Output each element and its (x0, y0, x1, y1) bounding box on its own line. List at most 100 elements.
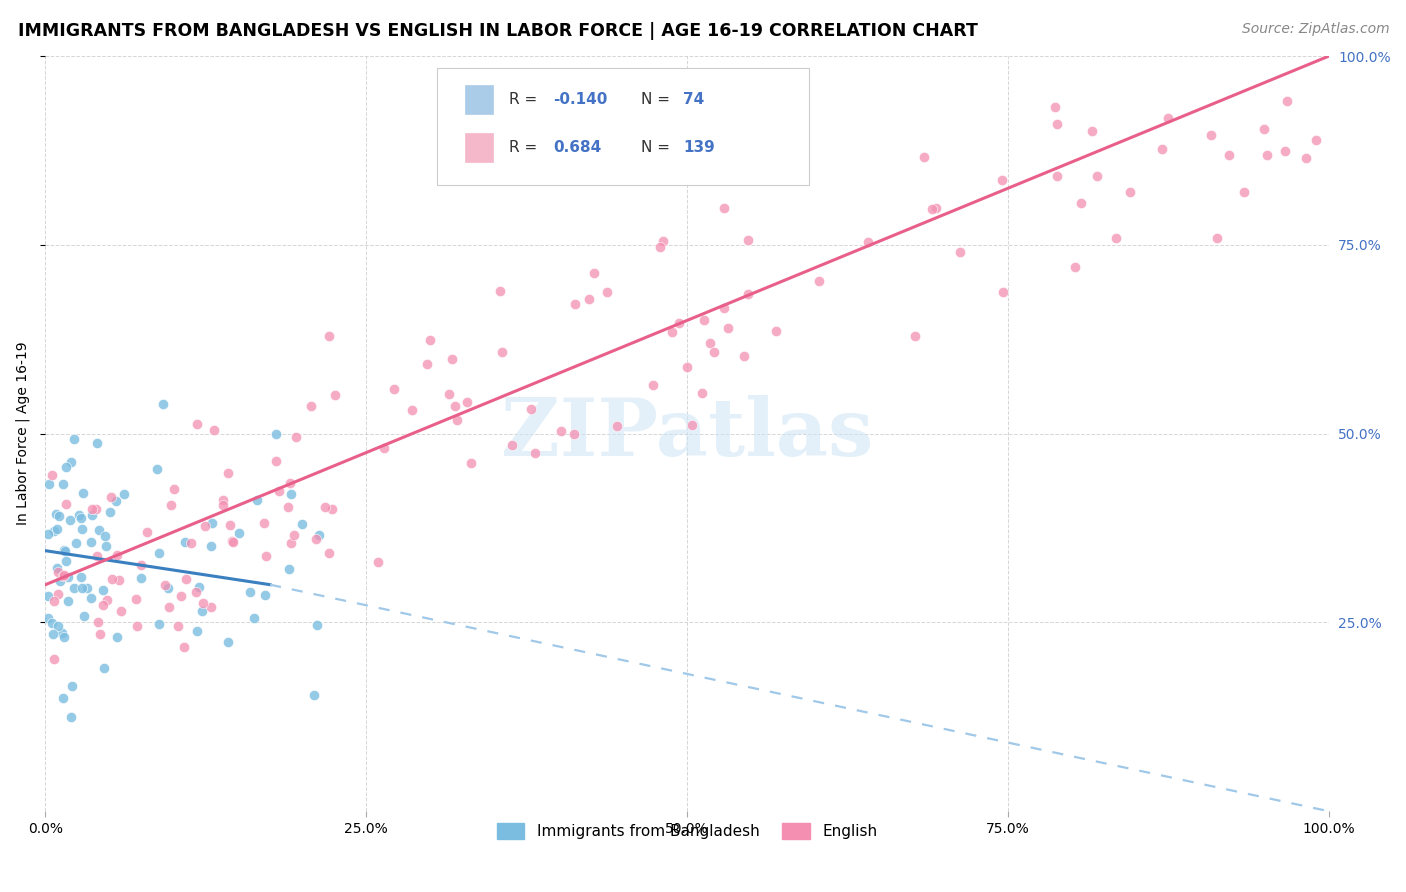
Bar (465, 85, 494, 114)
Point (1243, 34, 1265, 48)
Point (146, 461, 169, 475)
Point (186, 417, 208, 431)
Point (488, 284, 510, 298)
Point (76, 581, 98, 595)
Point (94, 529, 117, 543)
Point (174, 572, 197, 586)
Point (89, 627, 111, 641)
Point (155, 578, 177, 592)
Point (80, 535, 103, 549)
Point (86, 436, 108, 450)
Point (401, 402, 423, 417)
Point (45, 561, 67, 575)
Point (191, 604, 214, 618)
Point (127, 619, 149, 633)
Point (267, 484, 290, 499)
Point (1105, 230, 1128, 244)
Point (98, 505, 121, 519)
Point (186, 624, 208, 638)
Legend: Immigrants from Bangladesh, English: Immigrants from Bangladesh, English (491, 817, 883, 845)
Point (242, 611, 264, 625)
Point (1274, 144, 1296, 158)
Point (201, 516, 224, 530)
Point (45, 508, 67, 522)
Point (148, 617, 170, 632)
Point (254, 549, 277, 563)
Point (1271, 34, 1294, 48)
Point (446, 413, 468, 427)
Point (491, 345, 513, 359)
Text: 139: 139 (683, 140, 716, 155)
Point (55, 554, 77, 568)
Point (107, 573, 129, 587)
Point (382, 382, 405, 396)
Point (1098, 34, 1121, 48)
Point (188, 581, 211, 595)
Text: R =: R = (509, 140, 541, 155)
Point (606, 419, 628, 434)
Point (62, 581, 84, 595)
Point (562, 426, 585, 441)
Point (301, 400, 323, 414)
Point (170, 589, 193, 603)
Point (1218, 148, 1240, 162)
Point (456, 395, 478, 409)
Point (180, 535, 202, 549)
Point (93, 598, 115, 612)
Point (419, 333, 441, 347)
Point (416, 357, 439, 371)
Point (91, 582, 114, 597)
Point (1253, 121, 1275, 136)
Point (278, 561, 301, 575)
Point (737, 233, 759, 247)
Point (80, 591, 103, 605)
Point (86, 549, 108, 564)
Text: N =: N = (641, 92, 675, 107)
Point (1150, 142, 1173, 156)
Point (48, 565, 70, 579)
Point (948, 245, 970, 260)
Point (200, 600, 222, 615)
Point (904, 329, 927, 343)
Point (1295, 151, 1317, 165)
Point (70, 570, 93, 584)
Point (280, 487, 302, 501)
Point (460, 456, 482, 470)
Y-axis label: In Labor Force | Age 16-19: In Labor Force | Age 16-19 (15, 342, 30, 525)
Point (70, 581, 93, 595)
Point (564, 297, 586, 311)
Point (578, 292, 600, 306)
Point (60, 455, 83, 469)
Text: R =: R = (509, 92, 541, 107)
Point (101, 573, 124, 587)
Point (200, 539, 222, 553)
Point (703, 345, 725, 359)
Text: 0.684: 0.684 (554, 140, 602, 155)
Point (1085, 169, 1108, 184)
Text: Source: ZipAtlas.com: Source: ZipAtlas.com (1241, 22, 1389, 37)
Point (55, 460, 77, 475)
Point (87, 615, 110, 630)
Point (52, 630, 75, 644)
Point (56, 569, 79, 583)
Point (218, 466, 240, 480)
Point (211, 498, 233, 512)
Point (253, 516, 276, 531)
Point (325, 388, 347, 402)
Point (304, 532, 326, 546)
Point (681, 418, 703, 433)
Point (52, 542, 75, 557)
Point (367, 555, 389, 569)
Point (42, 524, 65, 538)
Point (321, 502, 343, 516)
Point (100, 491, 122, 505)
Point (648, 239, 671, 253)
Point (1157, 111, 1180, 125)
Point (63, 432, 86, 446)
Point (148, 546, 170, 560)
Point (48, 574, 70, 588)
Point (304, 688, 326, 702)
Point (53, 544, 76, 558)
Point (80, 508, 103, 523)
Point (37, 589, 59, 603)
